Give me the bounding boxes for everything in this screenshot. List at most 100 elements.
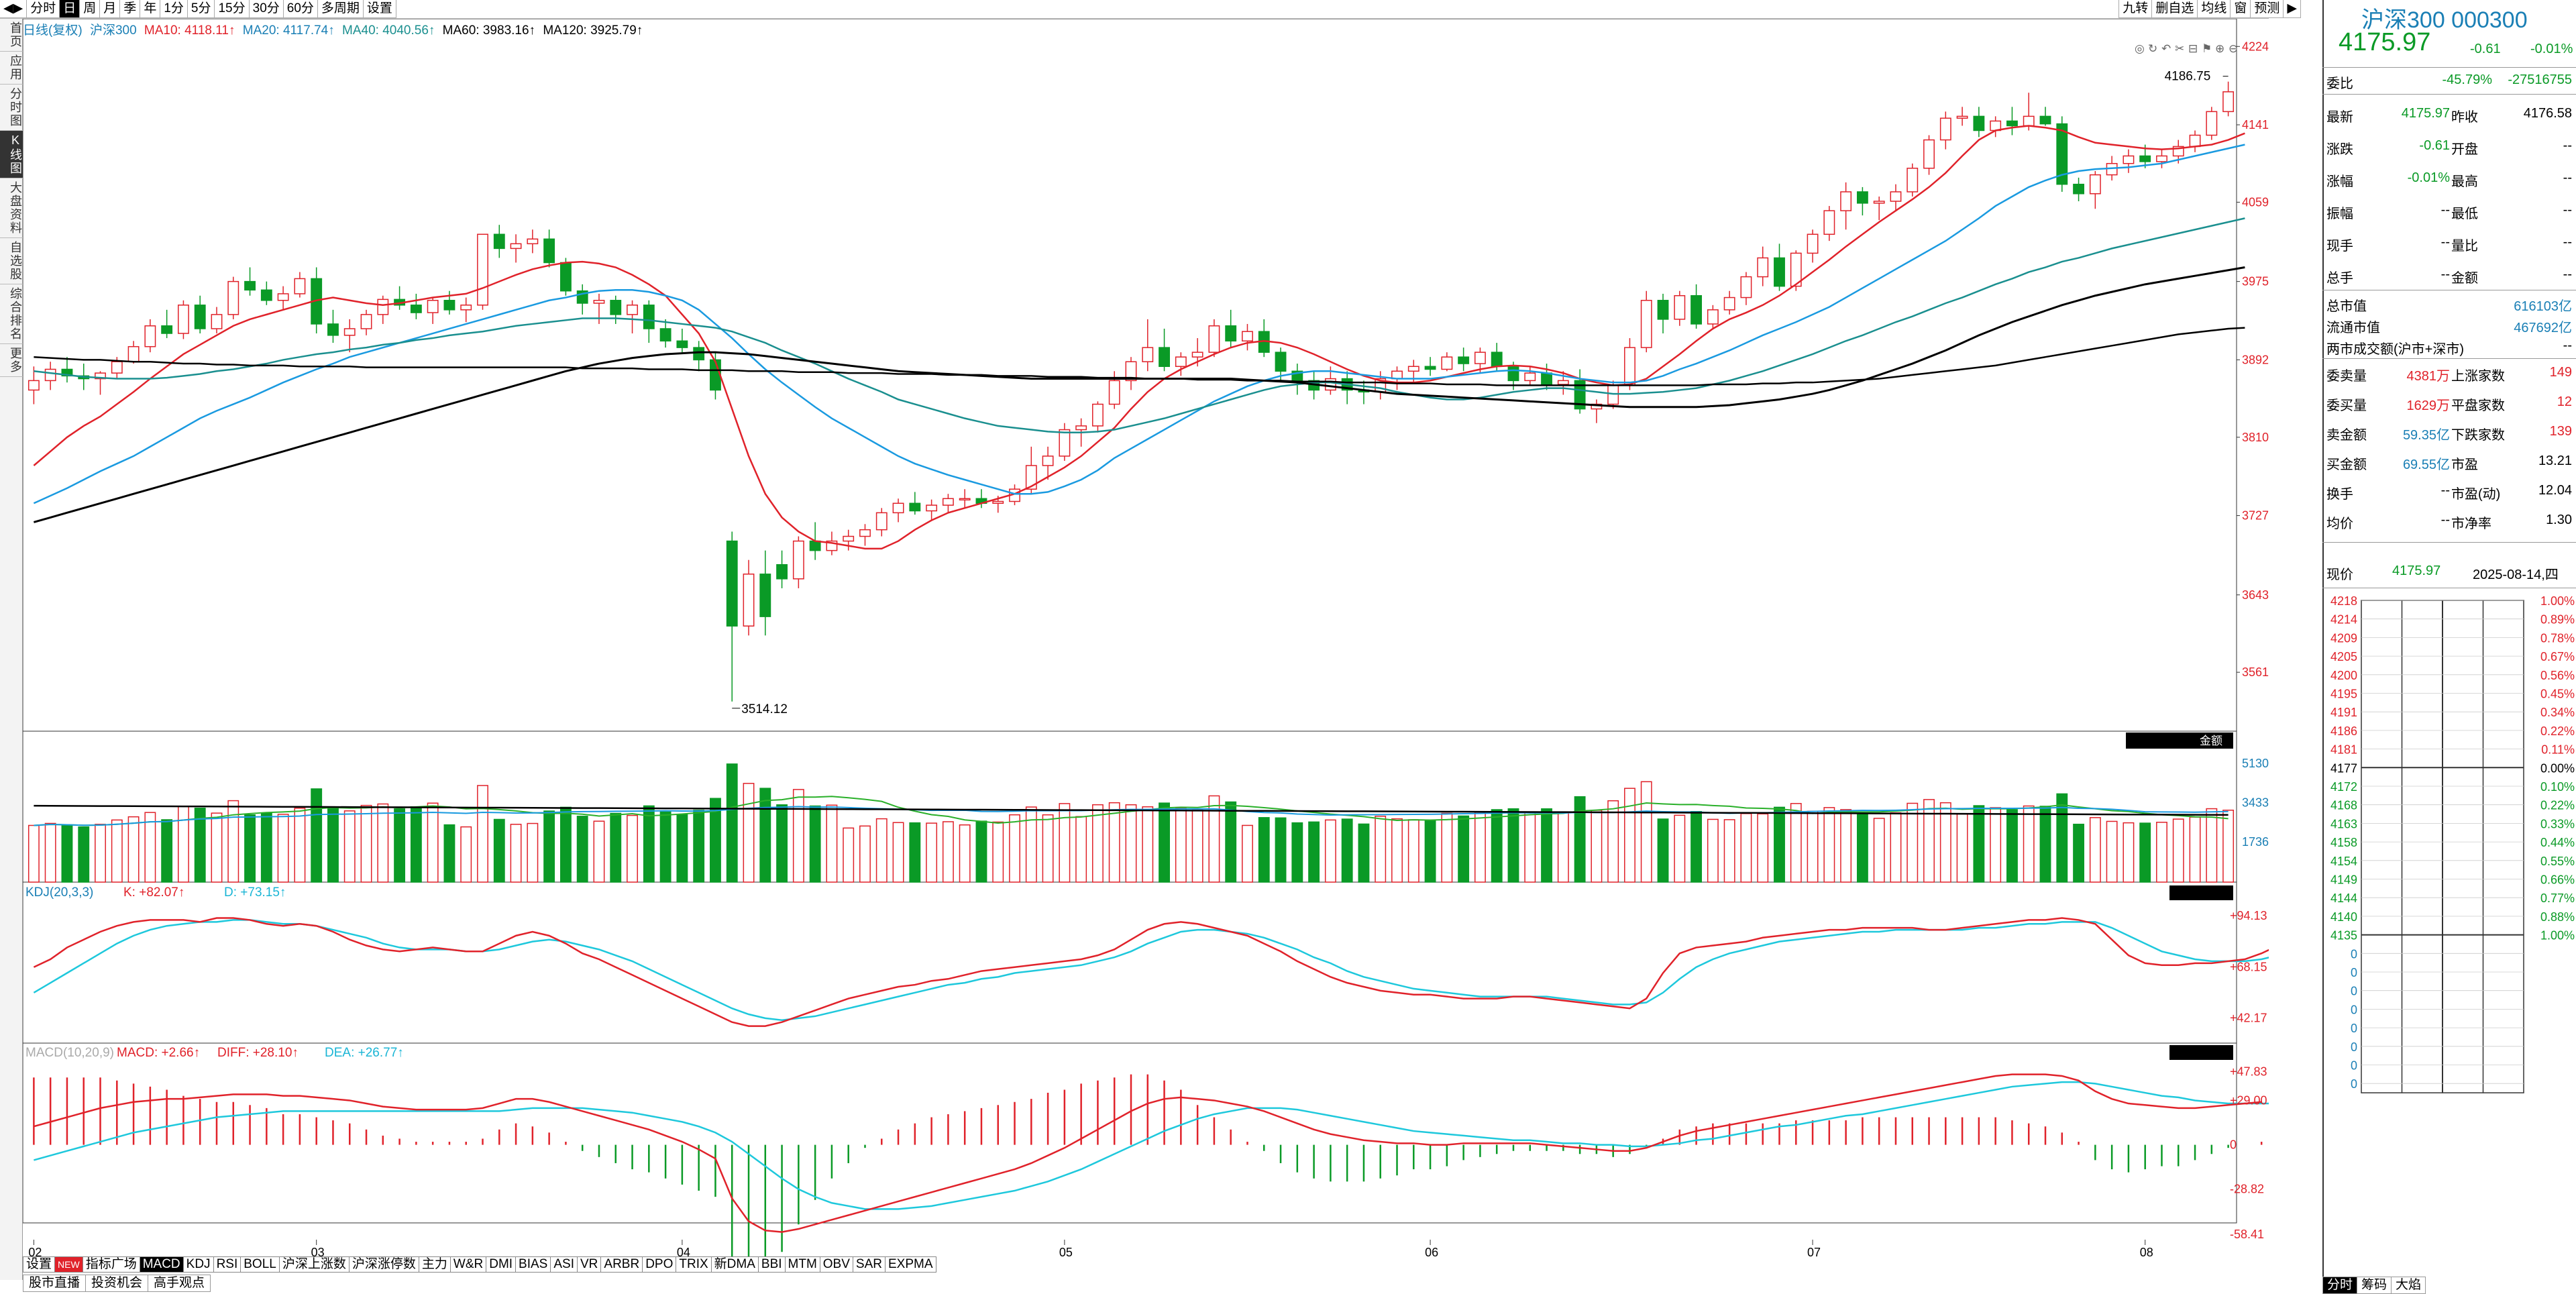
panel-tab[interactable]: 筹码 bbox=[2357, 1277, 2392, 1294]
candle-body bbox=[1075, 425, 1087, 431]
quote-value: -0.01% bbox=[2407, 170, 2450, 185]
volume-bar bbox=[2189, 816, 2201, 883]
indicator-tab[interactable]: MTM bbox=[784, 1256, 820, 1273]
bottom-tab[interactable]: 投资机会 bbox=[85, 1275, 149, 1292]
volume-bar bbox=[1591, 810, 1603, 883]
period-tab[interactable]: 设置 bbox=[362, 0, 396, 18]
indicator-tab[interactable]: BBI bbox=[757, 1256, 786, 1273]
ma-legend: 日线(复权) 沪深300 MA10: 4118.11↑ MA20: 4117.7… bbox=[23, 20, 647, 38]
candle-body bbox=[909, 502, 921, 512]
stat-value: 139 bbox=[2549, 424, 2572, 439]
sidebar-tab[interactable]: 自选股 bbox=[0, 238, 23, 284]
indicator-tab[interactable]: OBV bbox=[819, 1256, 853, 1273]
sidebar-tab[interactable]: 更多 bbox=[0, 344, 23, 377]
period-tab[interactable]: 多周期 bbox=[317, 0, 364, 18]
candle-body bbox=[627, 305, 638, 315]
stat-value: -- bbox=[2440, 513, 2450, 527]
period-tab[interactable]: 60分 bbox=[282, 0, 318, 18]
tool-tab[interactable]: 预测 bbox=[2250, 0, 2284, 18]
kline-chart[interactable]: 4224 4141 4059 3975 3892 3810 3727 3643 3561 4186… bbox=[23, 19, 2269, 1263]
chart-tool-icon: ↶ bbox=[2161, 42, 2171, 55]
bottom-tab[interactable]: 高手观点 bbox=[148, 1275, 211, 1292]
indicator-tab[interactable]: DMI bbox=[486, 1256, 517, 1273]
period-tab[interactable]: 30分 bbox=[248, 0, 284, 18]
y-tick-label: 3727 bbox=[2242, 509, 2269, 523]
candle-body bbox=[559, 262, 572, 292]
indicator-tab[interactable]: W&R bbox=[449, 1256, 487, 1273]
volume-bar bbox=[1092, 804, 1104, 883]
candle-body bbox=[1407, 366, 1419, 372]
volume-bar bbox=[1956, 813, 1968, 883]
candle-body bbox=[1042, 455, 1054, 466]
sidebar-tab[interactable]: K线图 bbox=[0, 131, 23, 178]
period-tab[interactable]: 15分 bbox=[214, 0, 250, 18]
indicator-tab[interactable]: RSI bbox=[213, 1256, 241, 1273]
sidebar-tab[interactable]: 大盘资料 bbox=[0, 178, 23, 238]
volume-bar bbox=[1391, 818, 1403, 883]
indicator-tab[interactable]: 指标广场 bbox=[82, 1256, 140, 1273]
period-tab[interactable]: 年 bbox=[140, 0, 161, 18]
indicator-tab[interactable]: 设置 bbox=[23, 1256, 56, 1273]
indicator-tab[interactable]: 主力 bbox=[418, 1256, 451, 1273]
period-tab[interactable]: 月 bbox=[99, 0, 121, 18]
indicator-tab[interactable]: 新DMA bbox=[710, 1256, 759, 1273]
bottom-tab[interactable]: 股市直播 bbox=[23, 1275, 87, 1292]
panel-tab[interactable]: 大焰 bbox=[2391, 1277, 2426, 1294]
indicator-tab[interactable]: 沪深涨停数 bbox=[348, 1256, 419, 1273]
indicator-tab[interactable]: NEW bbox=[54, 1256, 83, 1273]
volume-bar bbox=[959, 824, 971, 883]
indicator-tab[interactable]: ASI bbox=[550, 1256, 578, 1273]
sidebar-tab[interactable]: 分时图 bbox=[0, 85, 23, 131]
kdj-k-line bbox=[33, 917, 2269, 1027]
tool-tab[interactable]: 窗 bbox=[2230, 0, 2251, 18]
period-tab[interactable]: 周 bbox=[79, 0, 101, 18]
period-tab[interactable]: 1分 bbox=[160, 0, 188, 18]
sidebar-tab[interactable]: 应用 bbox=[0, 52, 23, 85]
sidebar-tab[interactable]: 首页 bbox=[0, 19, 23, 52]
high-label: 4186.75 bbox=[2165, 70, 2211, 84]
expand-icon[interactable]: ▶ bbox=[2283, 0, 2301, 18]
mini-price-label: 4181 bbox=[2330, 743, 2357, 757]
volume-bar bbox=[942, 821, 954, 883]
volume-ma-line bbox=[34, 804, 2229, 816]
candle-body bbox=[1624, 347, 1635, 386]
indicator-tab[interactable]: BIAS bbox=[515, 1256, 551, 1273]
panel-tab[interactable]: 分时 bbox=[2322, 1277, 2358, 1294]
volume-bar bbox=[2172, 818, 2184, 883]
indicator-tab[interactable]: KDJ bbox=[182, 1256, 214, 1273]
volume-bar bbox=[1458, 815, 1470, 883]
indicator-tab[interactable]: BOLL bbox=[240, 1256, 280, 1273]
indicator-tab[interactable]: SAR bbox=[852, 1256, 885, 1273]
mini-pct-label: 0.89% bbox=[2540, 613, 2575, 627]
volume-bar bbox=[111, 819, 123, 883]
candle-body bbox=[527, 238, 539, 245]
tool-tab[interactable]: 九转 bbox=[2118, 0, 2153, 18]
mini-pct-label: 0.44% bbox=[2540, 836, 2575, 849]
stat-value: 1629万 bbox=[2406, 398, 2451, 413]
macd-value-label: MACD: +2.66↑ bbox=[117, 1046, 200, 1060]
indicator-tab[interactable]: 沪深上涨数 bbox=[278, 1256, 350, 1273]
stat-value: 12.04 bbox=[2538, 483, 2572, 498]
candle-body bbox=[593, 300, 605, 304]
indicator-tab[interactable]: MACD bbox=[139, 1256, 184, 1273]
tool-tab[interactable]: 均线 bbox=[2197, 0, 2231, 18]
indicator-tab[interactable]: DPO bbox=[642, 1256, 677, 1273]
mini-intraday-chart[interactable]: 4218 1.00% 4214 0.89% 4209 0.78% 4205 0.67% 4200… bbox=[2322, 594, 2576, 1275]
stat-label: 下跌家数 bbox=[2451, 428, 2505, 443]
volume-bar bbox=[892, 822, 904, 883]
period-tab[interactable]: 分时 bbox=[26, 0, 60, 18]
indicator-tab[interactable]: ARBR bbox=[600, 1256, 643, 1273]
tool-tab[interactable]: 删自选 bbox=[2151, 0, 2198, 18]
period-tab[interactable]: 季 bbox=[119, 0, 141, 18]
indicator-tab[interactable]: VR bbox=[576, 1256, 602, 1273]
indicator-tab[interactable]: EXPMA bbox=[884, 1256, 936, 1273]
sidebar-tab[interactable]: 综合排名 bbox=[0, 284, 23, 344]
quote-label: 涨跌 bbox=[2326, 142, 2353, 157]
period-tab[interactable]: 日 bbox=[59, 0, 80, 18]
period-tab[interactable]: 5分 bbox=[186, 0, 215, 18]
indicator-tab[interactable]: TRIX bbox=[676, 1256, 712, 1273]
volume-bar bbox=[1108, 802, 1120, 883]
candle-body bbox=[1491, 352, 1503, 368]
nav-arrows-icon[interactable]: ◀▶ bbox=[0, 0, 28, 18]
mini-price-label: 4158 bbox=[2330, 836, 2357, 849]
